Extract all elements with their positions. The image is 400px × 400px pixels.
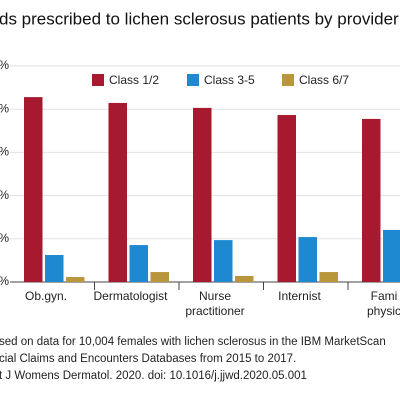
legend-label: Class 6/7 bbox=[299, 73, 349, 87]
bar bbox=[362, 118, 381, 282]
x-tick-label: practitioner bbox=[185, 304, 244, 318]
footnote: cial Claims and Encounters Databases fro… bbox=[0, 353, 296, 365]
legend-swatch bbox=[92, 74, 104, 86]
bar bbox=[214, 240, 233, 282]
y-tick-label: 60% bbox=[0, 145, 9, 159]
bar bbox=[66, 277, 85, 282]
legend-label: Class 1/2 bbox=[109, 73, 159, 87]
footnote: sed on data for 10,004 females with lich… bbox=[0, 336, 386, 348]
bar bbox=[298, 237, 317, 282]
footnote: t J Womens Dermatol. 2020. doi: 10.1016/… bbox=[0, 370, 307, 382]
legend-swatch bbox=[187, 74, 199, 86]
x-tick-label: Fami bbox=[371, 289, 398, 303]
bar bbox=[45, 255, 64, 282]
x-tick-label: Dermatologist bbox=[93, 289, 168, 303]
bar bbox=[235, 275, 254, 282]
chart-title: ds prescribed to lichen sclerosus patien… bbox=[0, 9, 399, 28]
bar bbox=[383, 229, 400, 282]
bar bbox=[319, 272, 338, 282]
legend-swatch bbox=[282, 74, 294, 86]
y-tick-label: 0% bbox=[0, 274, 9, 288]
x-tick-label: Internist bbox=[278, 289, 321, 303]
bar bbox=[277, 115, 296, 282]
bar bbox=[108, 102, 127, 282]
bar bbox=[129, 245, 148, 282]
bar bbox=[24, 97, 43, 282]
legend-label: Class 3-5 bbox=[204, 73, 255, 87]
y-tick-label: 80% bbox=[0, 101, 9, 115]
y-tick-label: 100% bbox=[0, 58, 9, 72]
bar bbox=[193, 107, 212, 283]
y-tick-label: 20% bbox=[0, 231, 9, 245]
bar bbox=[150, 272, 169, 282]
x-tick-label: physic bbox=[367, 304, 400, 318]
y-tick-label: 40% bbox=[0, 188, 9, 202]
x-tick-label: Ob.gyn. bbox=[25, 289, 67, 303]
x-tick-label: Nurse bbox=[199, 289, 231, 303]
